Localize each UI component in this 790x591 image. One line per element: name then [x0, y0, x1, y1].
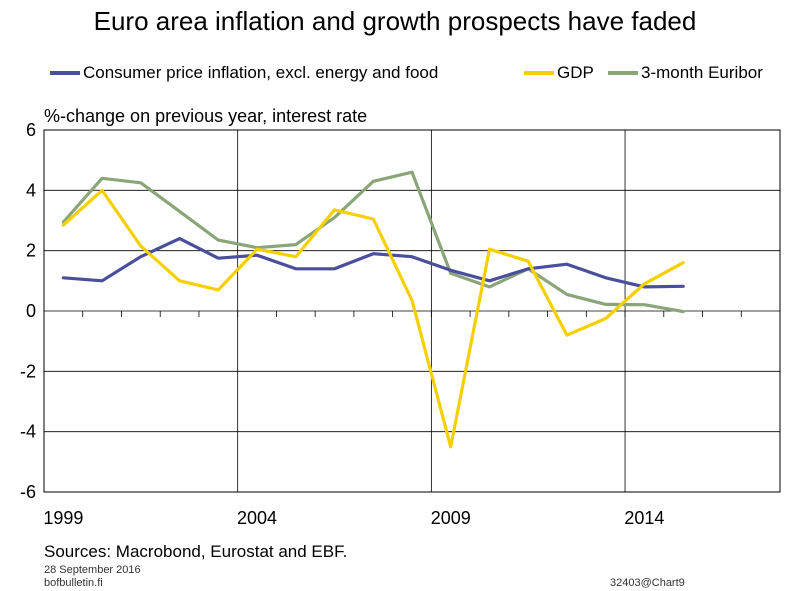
y-tick-label: -2: [20, 361, 36, 381]
series-line-0: [61, 237, 685, 289]
legend-label-gdp: GDP: [557, 63, 594, 82]
chart-id: 32403@Chart9: [610, 577, 685, 589]
legend-swatch-euribor: [608, 71, 638, 75]
series-line-2: [61, 170, 685, 314]
y-tick-label: -6: [20, 482, 36, 502]
legend-item-euribor: 3-month Euribor: [608, 63, 763, 83]
chart-legend: Consumer price inflation, excl. energy a…: [0, 63, 790, 87]
legend-label-cpi: Consumer price inflation, excl. energy a…: [83, 63, 439, 82]
y-tick-label: 0: [26, 301, 36, 321]
publication-date: 28 September 2016: [44, 564, 141, 576]
y-axis-label: %-change on previous year, interest rate: [44, 106, 368, 126]
y-tick-label: -4: [20, 422, 36, 442]
site-name: bofbulletin.fi: [44, 577, 103, 589]
sources-note: Sources: Macrobond, Eurostat and EBF.: [44, 542, 348, 561]
x-tick-label: 2004: [237, 508, 277, 528]
legend-swatch-gdp: [524, 71, 554, 75]
y-tick-label: 2: [26, 241, 36, 261]
legend-item-gdp: GDP: [524, 63, 594, 83]
x-tick-label: 2014: [624, 508, 664, 528]
series-line-1: [61, 188, 685, 449]
chart-title: Euro area inflation and growth prospects…: [93, 6, 697, 36]
legend-swatch-cpi: [50, 71, 80, 75]
x-tick-label: 1999: [43, 508, 83, 528]
y-tick-label: 6: [26, 120, 36, 140]
x-tick-label: 2009: [431, 508, 471, 528]
legend-item-cpi: Consumer price inflation, excl. energy a…: [50, 63, 438, 83]
y-tick-label: 4: [26, 180, 36, 200]
legend-label-euribor: 3-month Euribor: [641, 63, 763, 82]
